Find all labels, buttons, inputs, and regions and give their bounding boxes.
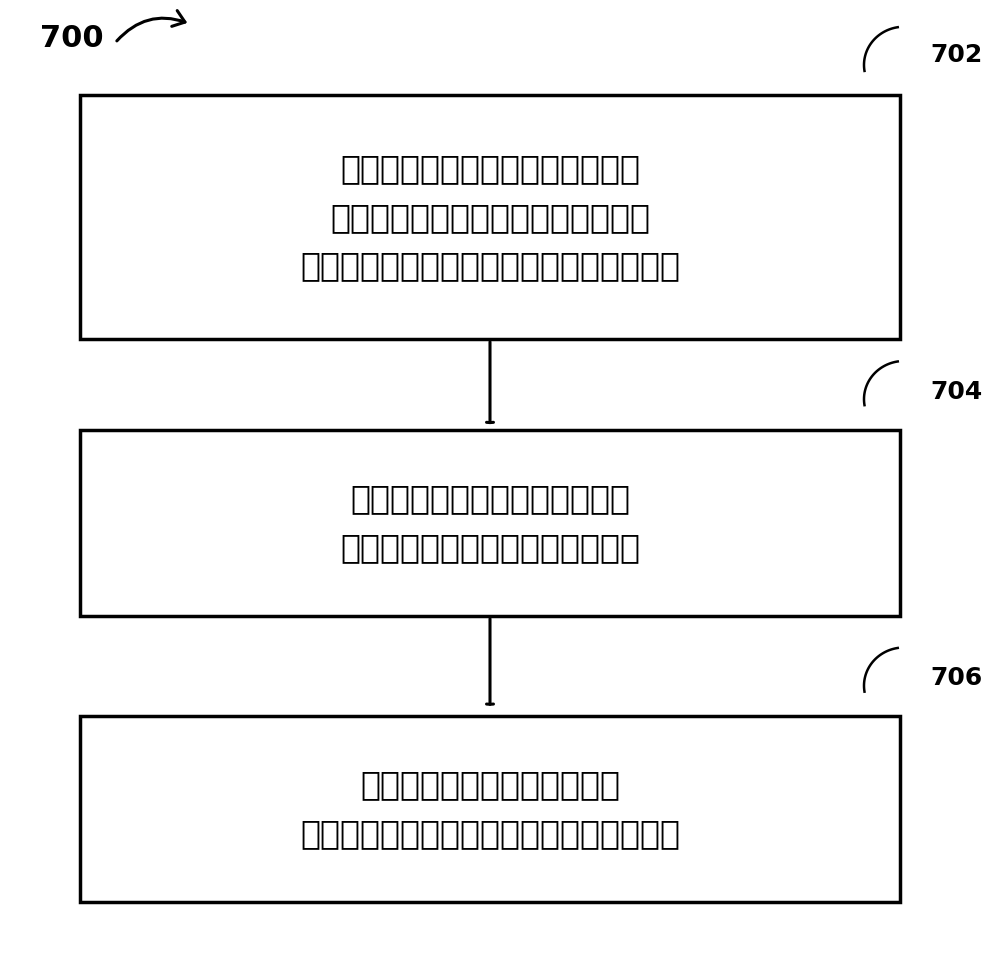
Text: 706: 706 bbox=[930, 667, 982, 690]
FancyBboxPatch shape bbox=[80, 430, 900, 616]
Text: 700: 700 bbox=[40, 24, 104, 53]
Text: 704: 704 bbox=[930, 380, 982, 404]
Text: 获得与图像对应的背光参数集合，
其中该背光参数集合包括分别用于在
多个场景下显示该图像的多个背光参数子集: 获得与图像对应的背光参数集合， 其中该背光参数集合包括分别用于在 多个场景下显示… bbox=[300, 152, 680, 283]
FancyBboxPatch shape bbox=[80, 96, 900, 339]
Text: 基于电子设备的场景信息，从该
背光参数集合中确定背光参数子集: 基于电子设备的场景信息，从该 背光参数集合中确定背光参数子集 bbox=[340, 482, 640, 563]
Text: 702: 702 bbox=[930, 43, 982, 67]
FancyArrowPatch shape bbox=[117, 11, 185, 41]
Text: 基于所确定的背光参数子集，
确定电子设备的屏幕在显示该图像时的亮度: 基于所确定的背光参数子集， 确定电子设备的屏幕在显示该图像时的亮度 bbox=[300, 769, 680, 850]
FancyBboxPatch shape bbox=[80, 716, 900, 902]
